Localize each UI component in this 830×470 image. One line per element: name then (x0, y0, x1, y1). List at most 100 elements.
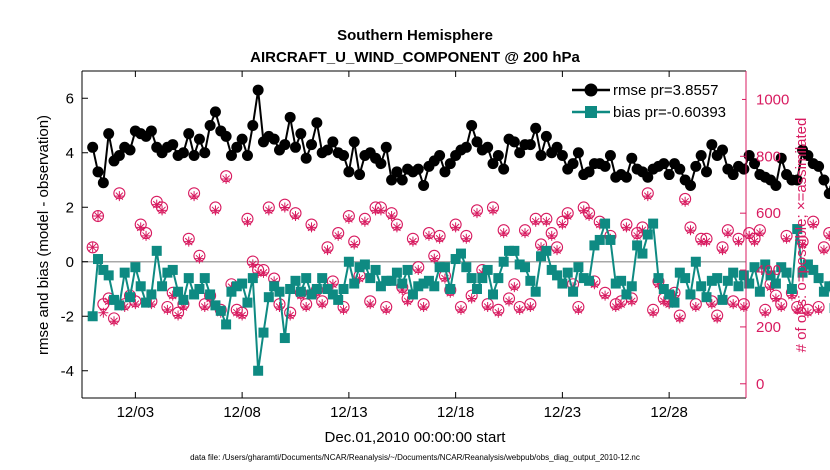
bias-point (205, 289, 216, 300)
rmse-point (487, 158, 499, 170)
obs-assimilated-point (525, 302, 536, 313)
bias-point (359, 259, 370, 270)
obs-assimilated-point (397, 284, 408, 295)
rmse-point (193, 133, 205, 145)
bias-point (786, 284, 797, 294)
obs-assimilated-point (685, 225, 696, 236)
bias-point (386, 275, 397, 286)
obs-assimilated-point (93, 211, 104, 222)
obs-assimilated-point (760, 307, 771, 318)
bias-point (498, 256, 509, 267)
bias-point (130, 262, 141, 273)
bias-point (413, 281, 424, 292)
bias-point (717, 294, 728, 305)
obs-assimilated-point (658, 296, 669, 307)
legend: rmse pr=3.8557 bias pr=-0.60393 (568, 78, 742, 124)
bias-point (418, 278, 429, 289)
bias-point (541, 245, 552, 256)
rmse-point (231, 141, 243, 153)
obs-assimilated-point (87, 242, 98, 253)
bias-point (258, 327, 269, 338)
bias-point (402, 264, 413, 275)
rmse-point (466, 120, 478, 131)
rmse-point (284, 111, 296, 123)
obs-assimilated-point (274, 302, 285, 313)
bias-point (349, 278, 360, 289)
rmse-point (749, 158, 761, 170)
rmse-point (279, 139, 291, 151)
bias-point (552, 270, 563, 281)
bias-point (626, 281, 637, 292)
obs-possible-point (91, 209, 105, 223)
obs-assimilated-point (733, 236, 744, 247)
rmse-point (717, 144, 729, 156)
x-tick-label: 12/03 (117, 404, 155, 421)
y-right-tick-label: 1000 (756, 91, 789, 108)
obs-assimilated-point (247, 259, 258, 270)
bias-point (696, 281, 707, 292)
bias-point (450, 254, 461, 265)
obs-assimilated-point (669, 290, 680, 301)
bias-point (429, 281, 440, 292)
obs-assimilated-point (386, 211, 397, 222)
obs-assimilated-point (237, 310, 248, 321)
obs-assimilated-point (680, 196, 691, 207)
bias-point (354, 262, 365, 273)
obs-assimilated-point (333, 230, 344, 241)
obs-assimilated-point (306, 222, 317, 233)
bias-point (813, 273, 824, 284)
obs-assimilated-point (450, 222, 461, 233)
obs-assimilated-point (482, 302, 493, 313)
rmse-point (620, 171, 632, 183)
obs-assimilated-point (210, 205, 221, 216)
obs-assimilated-point (610, 302, 621, 313)
bias-point (557, 278, 568, 289)
obs-assimilated-point (738, 302, 749, 313)
bias-point (754, 286, 765, 297)
obs-assimilated-point (114, 191, 125, 202)
bias-point (103, 270, 114, 281)
bias-point (690, 256, 701, 267)
rmse-point (530, 122, 542, 134)
bias-point (536, 251, 547, 262)
rmse-point (508, 136, 520, 148)
obs-assimilated-point (557, 219, 568, 230)
obs-assimilated-point (221, 174, 232, 185)
obs-assimilated-point (423, 230, 434, 241)
obs-assimilated-point (584, 211, 595, 222)
obs-assimilated-point (573, 304, 584, 315)
rmse-point (386, 174, 398, 186)
obs-assimilated-point (242, 216, 253, 227)
legend-bias-label: bias pr=-0.60393 (613, 104, 726, 121)
legend-bias-marker (585, 106, 597, 118)
rmse-point (252, 84, 264, 96)
obs-assimilated-point (263, 205, 274, 216)
rmse-point (460, 141, 472, 153)
obs-assimilated-point (632, 230, 643, 241)
bias-point (770, 278, 781, 289)
bias-point (712, 273, 723, 284)
rmse-point (103, 128, 115, 140)
bias-point (141, 297, 152, 308)
obs-assimilated-point (365, 299, 376, 310)
obs-assimilated-point (802, 307, 813, 318)
y-axis-left-label: rmse and bias (model - observation) (35, 115, 52, 355)
bias-point (189, 289, 200, 300)
obs-assimilated-point (813, 304, 824, 315)
bias-point (274, 286, 285, 297)
rmse-point (241, 149, 253, 161)
bias-point (242, 297, 253, 308)
bias-point (178, 294, 189, 305)
y-right-tick-label: 400 (756, 262, 781, 279)
obs-assimilated-point (589, 279, 600, 290)
rmse-point (540, 130, 552, 142)
bias-point (482, 264, 493, 275)
bias-point (728, 267, 739, 278)
obs-assimilated-point (167, 290, 178, 301)
bias-point (279, 333, 290, 344)
bias-point (311, 284, 322, 294)
rmse-point (439, 166, 451, 178)
data-file-note: data file: /Users/gharamti/Documents/NCA… (190, 453, 640, 462)
obs-assimilated-point (301, 302, 312, 313)
rmse-point (690, 160, 702, 172)
